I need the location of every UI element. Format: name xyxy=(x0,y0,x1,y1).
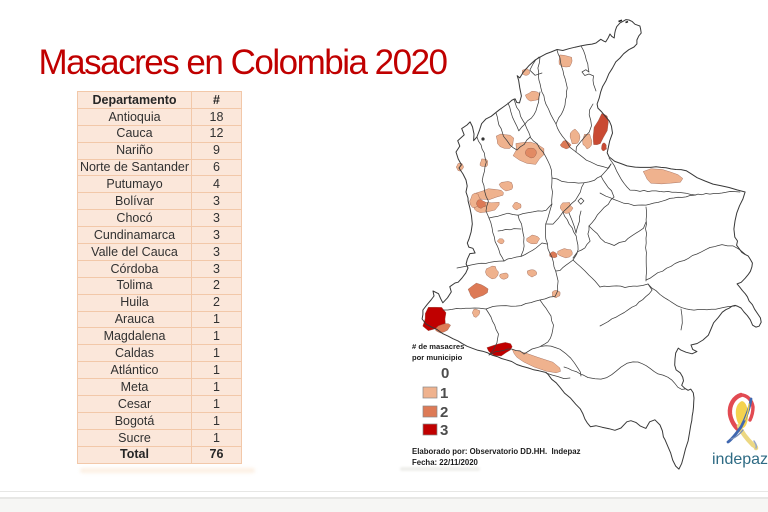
svg-text:1: 1 xyxy=(440,385,448,402)
svg-text:2: 2 xyxy=(440,404,448,421)
svg-text:3: 3 xyxy=(440,422,448,439)
